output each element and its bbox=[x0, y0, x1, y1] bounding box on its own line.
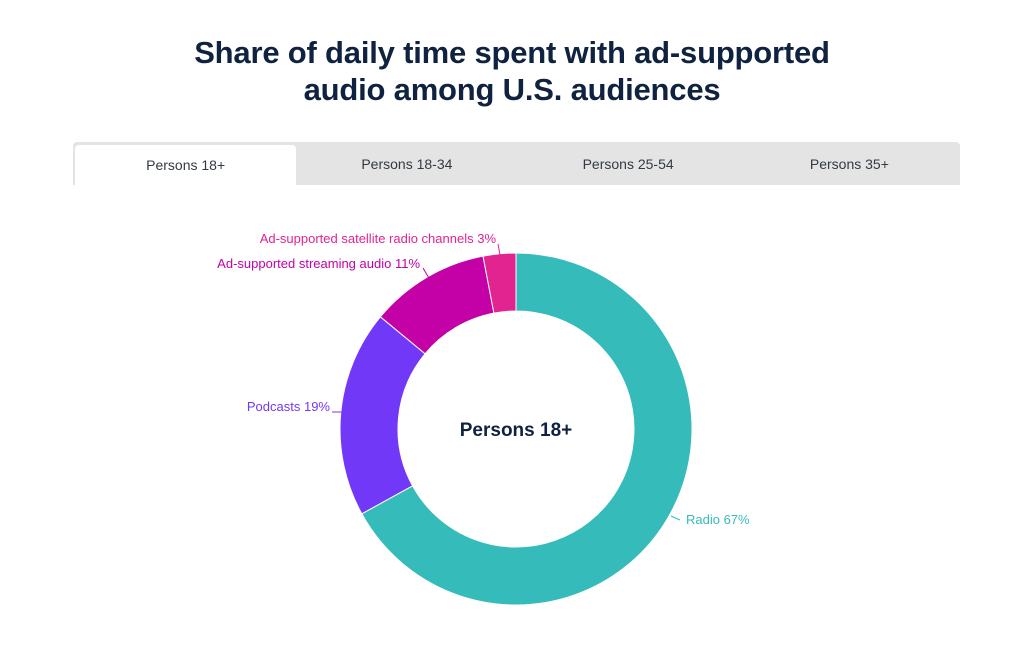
label-connector bbox=[422, 267, 437, 291]
label-connector bbox=[670, 515, 681, 521]
data-label-podcasts: Podcasts 19% bbox=[247, 399, 331, 414]
tab-persons-25-54[interactable]: Persons 25-54 bbox=[582, 155, 674, 172]
slice-ad-supported-satellite-radio-channels[interactable] bbox=[482, 252, 517, 314]
center-label: Persons 18+ bbox=[460, 420, 573, 441]
title-line-1: Share of daily time spent with ad-suppor… bbox=[194, 35, 830, 70]
chart-title: Share of daily time spent with ad-suppor… bbox=[0, 34, 1024, 108]
audience-tabs: Persons 18+ Persons 18-34 Persons 25-54 … bbox=[73, 142, 960, 185]
label-connector bbox=[497, 243, 501, 256]
slice-podcasts[interactable] bbox=[339, 316, 426, 515]
tab-persons-18-34[interactable]: Persons 18-34 bbox=[361, 155, 453, 172]
data-label-ad-supported-satellite-radio-channels: Ad-supported satellite radio channels 3% bbox=[260, 231, 497, 246]
slice-radio[interactable] bbox=[361, 252, 693, 606]
title-line-2: audio among U.S. audiences bbox=[303, 72, 721, 107]
data-label-ad-supported-streaming-audio: Ad-supported streaming audio 11% bbox=[217, 256, 420, 271]
tab-persons-35-plus[interactable]: Persons 35+ bbox=[809, 155, 889, 172]
data-label-radio: Radio 67% bbox=[686, 512, 750, 527]
tab-persons-18-plus[interactable]: Persons 18+ bbox=[75, 145, 297, 185]
